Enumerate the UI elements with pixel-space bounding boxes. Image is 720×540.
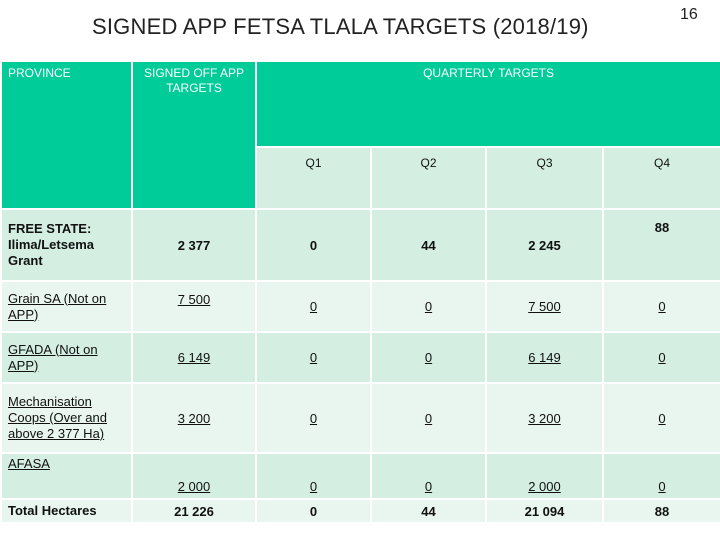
- q1-header: Q1: [255, 146, 372, 210]
- slide-title: SIGNED APP FETSA TLALA TARGETS (2018/19): [92, 14, 589, 39]
- signed-value: 3 200: [131, 382, 257, 454]
- q3-header: Q3: [485, 146, 604, 210]
- table-row: FREE STATE: Ilima/Letsema Grant 2 377 0 …: [0, 208, 720, 282]
- q2-value: 0: [370, 331, 487, 384]
- totals-row: Total Hectares 21 226 0 44 21 094 88: [0, 498, 720, 524]
- signed-value: 2 377: [131, 208, 257, 282]
- q2-header: Q2: [370, 146, 487, 210]
- table-row: GFADA (Not on APP) 6 149 0 0 6 149 0: [0, 331, 720, 384]
- q3-value: 2 245: [485, 208, 604, 282]
- q2-value: 44: [370, 208, 487, 282]
- header-row: PROVINCE SIGNED OFF APP TARGETS QUARTERL…: [0, 60, 720, 210]
- q1-value: 0: [255, 331, 372, 384]
- q4-value: 88: [601, 208, 720, 282]
- q3-value: 6 149: [485, 331, 604, 384]
- table-row: Grain SA (Not on APP) 7 500 0 0 7 500 0: [0, 280, 720, 333]
- row-label: GFADA (Not on APP): [0, 331, 133, 384]
- table-row: Mechanisation Coops (Over and above 2 37…: [0, 382, 720, 454]
- q1-value: 0: [255, 498, 372, 524]
- q4-value: 0: [601, 331, 720, 384]
- q4-value: 88: [601, 498, 720, 524]
- q1-value: 0: [255, 452, 372, 500]
- row-label: Mechanisation Coops (Over and above 2 37…: [0, 382, 133, 454]
- targets-table: PROVINCE SIGNED OFF APP TARGETS QUARTERL…: [0, 60, 720, 524]
- quarter-header-row: Q1 Q2 Q3 Q4: [1, 146, 720, 210]
- row-label: Total Hectares: [0, 498, 133, 524]
- signed-value: 21 226: [131, 498, 257, 524]
- signed-targets-header: SIGNED OFF APP TARGETS: [131, 60, 257, 210]
- slide-number: 16: [680, 6, 698, 23]
- q3-value: 3 200: [485, 382, 604, 454]
- q1-value: 0: [255, 280, 372, 333]
- q4-header: Q4: [601, 146, 720, 210]
- signed-value: 2 000: [131, 452, 257, 500]
- q3-value: 2 000: [485, 452, 604, 500]
- q2-value: 44: [370, 498, 487, 524]
- signed-value: 7 500: [131, 280, 257, 333]
- province-header: PROVINCE: [0, 60, 133, 210]
- q3-value: 21 094: [485, 498, 604, 524]
- q2-value: 0: [370, 280, 487, 333]
- q1-value: 0: [255, 208, 372, 282]
- q4-value: 0: [601, 382, 720, 454]
- q4-value: 0: [601, 280, 720, 333]
- q1-value: 0: [255, 382, 372, 454]
- q2-value: 0: [370, 382, 487, 454]
- table-row: AFASA 2 000 0 0 2 000 0: [0, 452, 720, 500]
- quarterly-targets-header: QUARTERLY TARGETS: [254, 60, 720, 148]
- q2-value: 0: [370, 452, 487, 500]
- q4-value: 0: [601, 452, 720, 500]
- row-label: Grain SA (Not on APP): [0, 280, 133, 333]
- q3-value: 7 500: [485, 280, 604, 333]
- row-label: AFASA: [0, 452, 133, 500]
- row-label: FREE STATE: Ilima/Letsema Grant: [0, 208, 133, 282]
- signed-value: 6 149: [131, 331, 257, 384]
